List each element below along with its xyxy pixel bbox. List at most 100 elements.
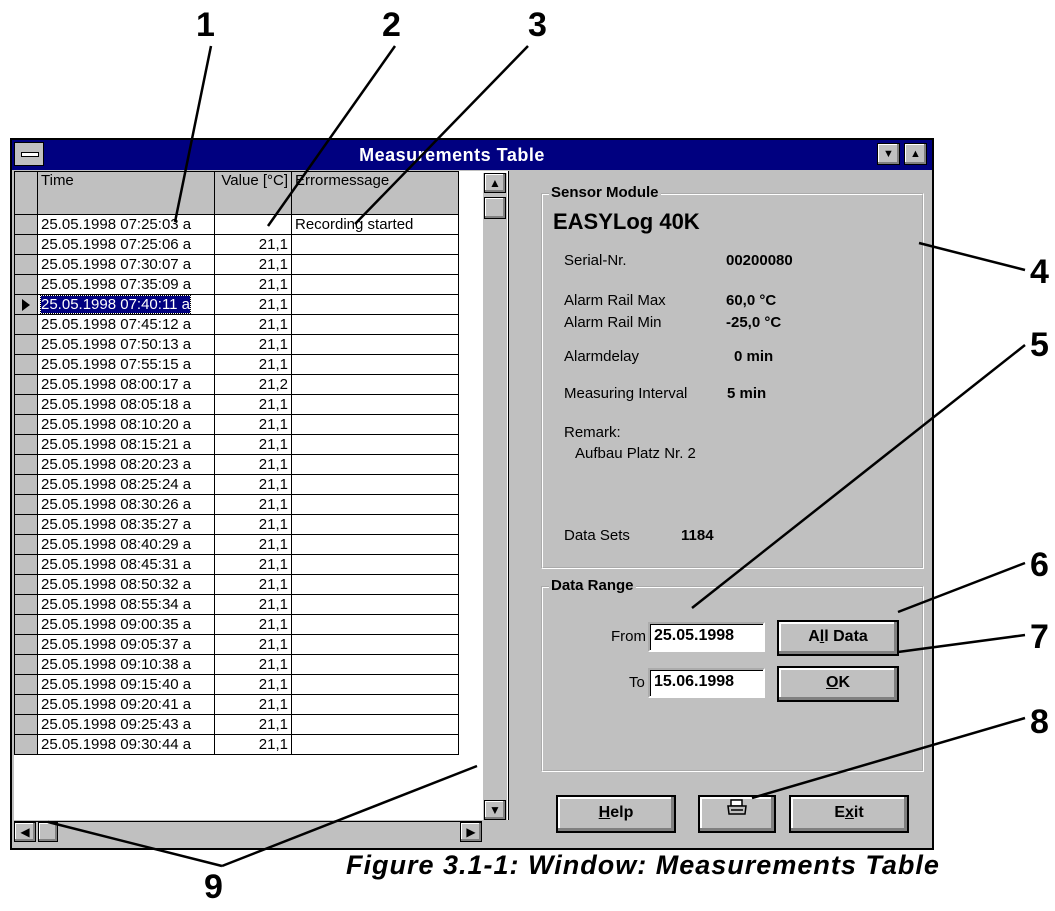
cell-errormessage[interactable] xyxy=(291,274,459,295)
column-header-time[interactable]: Time xyxy=(37,171,215,215)
cell-time[interactable]: 25.05.1998 07:55:15 a xyxy=(37,354,215,375)
cell-time[interactable]: 25.05.1998 07:25:03 a xyxy=(37,214,215,235)
cell-value[interactable]: 21,1 xyxy=(214,234,292,255)
cell-time[interactable]: 25.05.1998 07:35:09 a xyxy=(37,274,215,295)
table-row[interactable]: 25.05.1998 07:35:09 a 21,1 xyxy=(14,274,459,295)
cell-errormessage[interactable] xyxy=(291,394,459,415)
table-row[interactable]: 25.05.1998 08:55:34 a 21,1 xyxy=(14,594,459,615)
scroll-left-button[interactable]: ◀ xyxy=(14,822,36,842)
row-header[interactable] xyxy=(14,294,38,315)
cell-errormessage[interactable] xyxy=(291,454,459,475)
cell-value[interactable] xyxy=(214,214,292,235)
cell-value[interactable]: 21,1 xyxy=(214,614,292,635)
cell-value[interactable]: 21,1 xyxy=(214,554,292,575)
help-button[interactable]: Help xyxy=(556,795,676,833)
measurements-grid[interactable]: Time Value [°C] Errormessage 25.05.1998 … xyxy=(14,171,509,820)
column-header-errormessage[interactable]: Errormessage xyxy=(291,171,459,215)
cell-time[interactable]: 25.05.1998 07:45:12 a xyxy=(37,314,215,335)
cell-errormessage[interactable] xyxy=(291,694,459,715)
cell-value[interactable]: 21,1 xyxy=(214,514,292,535)
row-header[interactable] xyxy=(14,494,38,515)
cell-errormessage[interactable] xyxy=(291,554,459,575)
cell-errormessage[interactable] xyxy=(291,294,459,315)
table-row[interactable]: 25.05.1998 09:20:41 a 21,1 xyxy=(14,694,459,715)
cell-errormessage[interactable] xyxy=(291,414,459,435)
table-row[interactable]: 25.05.1998 07:30:07 a 21,1 xyxy=(14,254,459,275)
cell-time[interactable]: 25.05.1998 08:35:27 a xyxy=(37,514,215,535)
cell-time[interactable]: 25.05.1998 09:05:37 a xyxy=(37,634,215,655)
ok-button[interactable]: OK xyxy=(777,666,899,702)
row-header[interactable] xyxy=(14,654,38,675)
cell-time[interactable]: 25.05.1998 09:10:38 a xyxy=(37,654,215,675)
system-menu-button[interactable] xyxy=(14,142,44,166)
cell-errormessage[interactable] xyxy=(291,594,459,615)
cell-value[interactable]: 21,1 xyxy=(214,634,292,655)
minimize-button[interactable]: ▼ xyxy=(877,143,900,165)
row-header[interactable] xyxy=(14,254,38,275)
row-header[interactable] xyxy=(14,694,38,715)
maximize-button[interactable]: ▲ xyxy=(904,143,927,165)
table-row[interactable]: 25.05.1998 09:00:35 a 21,1 xyxy=(14,614,459,635)
row-header[interactable] xyxy=(14,214,38,235)
table-row[interactable]: 25.05.1998 08:35:27 a 21,1 xyxy=(14,514,459,535)
scroll-right-button[interactable]: ▶ xyxy=(460,822,482,842)
table-row[interactable]: 25.05.1998 09:05:37 a 21,1 xyxy=(14,634,459,655)
row-header[interactable] xyxy=(14,374,38,395)
row-header[interactable] xyxy=(14,354,38,375)
cell-errormessage[interactable] xyxy=(291,254,459,275)
row-header[interactable] xyxy=(14,634,38,655)
cell-value[interactable]: 21,1 xyxy=(214,434,292,455)
table-row[interactable]: 25.05.1998 08:25:24 a 21,1 xyxy=(14,474,459,495)
cell-value[interactable]: 21,1 xyxy=(214,494,292,515)
cell-value[interactable]: 21,1 xyxy=(214,354,292,375)
vertical-scrollbar[interactable]: ▲ ▼ xyxy=(483,173,507,820)
from-date-input[interactable]: 25.05.1998 xyxy=(648,622,765,652)
cell-time[interactable]: 25.05.1998 07:50:13 a xyxy=(37,334,215,355)
cell-value[interactable]: 21,1 xyxy=(214,714,292,735)
vertical-scroll-thumb[interactable] xyxy=(484,197,506,219)
cell-time[interactable]: 25.05.1998 08:50:32 a xyxy=(37,574,215,595)
table-row[interactable]: 25.05.1998 08:20:23 a 21,1 xyxy=(14,454,459,475)
cell-errormessage[interactable] xyxy=(291,714,459,735)
row-header[interactable] xyxy=(14,314,38,335)
row-header[interactable] xyxy=(14,394,38,415)
cell-time[interactable]: 25.05.1998 07:40:11 a xyxy=(37,294,215,315)
cell-value[interactable]: 21,1 xyxy=(214,734,292,755)
cell-errormessage[interactable] xyxy=(291,434,459,455)
table-row[interactable]: 25.05.1998 08:45:31 a 21,1 xyxy=(14,554,459,575)
table-row[interactable]: 25.05.1998 08:40:29 a 21,1 xyxy=(14,534,459,555)
cell-value[interactable]: 21,1 xyxy=(214,334,292,355)
cell-errormessage[interactable] xyxy=(291,314,459,335)
cell-time[interactable]: 25.05.1998 08:45:31 a xyxy=(37,554,215,575)
row-header[interactable] xyxy=(14,514,38,535)
cell-time[interactable]: 25.05.1998 08:05:18 a xyxy=(37,394,215,415)
cell-time[interactable]: 25.05.1998 08:55:34 a xyxy=(37,594,215,615)
cell-errormessage[interactable] xyxy=(291,734,459,755)
table-row[interactable]: 25.05.1998 08:05:18 a 21,1 xyxy=(14,394,459,415)
row-header[interactable] xyxy=(14,674,38,695)
cell-time[interactable]: 25.05.1998 08:00:17 a xyxy=(37,374,215,395)
cell-time[interactable]: 25.05.1998 08:40:29 a xyxy=(37,534,215,555)
table-row[interactable]: 25.05.1998 08:10:20 a 21,1 xyxy=(14,414,459,435)
cell-errormessage[interactable] xyxy=(291,474,459,495)
cell-time[interactable]: 25.05.1998 09:00:35 a xyxy=(37,614,215,635)
row-header[interactable] xyxy=(14,454,38,475)
cell-value[interactable]: 21,1 xyxy=(214,274,292,295)
table-row[interactable]: 25.05.1998 07:40:11 a 21,1 xyxy=(14,294,459,315)
row-header[interactable] xyxy=(14,734,38,755)
table-row[interactable]: 25.05.1998 07:55:15 a 21,1 xyxy=(14,354,459,375)
row-header[interactable] xyxy=(14,614,38,635)
table-row[interactable]: 25.05.1998 09:15:40 a 21,1 xyxy=(14,674,459,695)
horizontal-scrollbar[interactable]: ◀ ▶ xyxy=(14,821,482,844)
cell-time[interactable]: 25.05.1998 09:30:44 a xyxy=(37,734,215,755)
cell-value[interactable]: 21,1 xyxy=(214,534,292,555)
print-button[interactable] xyxy=(698,795,776,833)
cell-value[interactable]: 21,1 xyxy=(214,254,292,275)
cell-errormessage[interactable] xyxy=(291,514,459,535)
row-header[interactable] xyxy=(14,594,38,615)
row-header[interactable] xyxy=(14,554,38,575)
cell-value[interactable]: 21,1 xyxy=(214,454,292,475)
cell-value[interactable]: 21,1 xyxy=(214,694,292,715)
row-header[interactable] xyxy=(14,334,38,355)
table-row[interactable]: 25.05.1998 09:30:44 a 21,1 xyxy=(14,734,459,755)
